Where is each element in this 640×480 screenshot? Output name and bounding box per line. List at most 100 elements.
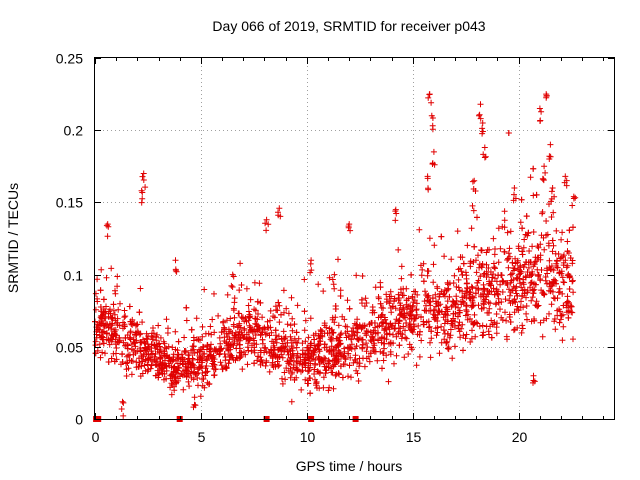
data-point <box>291 335 298 342</box>
data-point <box>346 362 353 369</box>
data-point <box>134 328 141 335</box>
data-point <box>121 323 128 330</box>
data-point <box>122 313 129 320</box>
data-point <box>537 118 543 124</box>
data-point <box>275 346 281 353</box>
data-point <box>476 111 483 118</box>
data-point <box>181 334 188 341</box>
data-point <box>474 214 480 221</box>
data-point <box>481 154 488 161</box>
data-point <box>291 376 298 383</box>
data-point <box>353 367 360 374</box>
data-point <box>467 263 474 270</box>
data-point <box>507 271 514 278</box>
data-point <box>218 329 225 336</box>
data-point <box>481 286 488 293</box>
data-point <box>344 297 351 304</box>
data-point <box>289 369 296 376</box>
data-point <box>501 217 508 224</box>
data-point <box>109 320 116 327</box>
data-point <box>238 282 245 288</box>
data-point <box>106 341 113 348</box>
data-point <box>225 360 232 367</box>
data-point <box>531 286 538 293</box>
data-point <box>397 330 404 337</box>
data-point <box>563 299 570 306</box>
data-point <box>542 169 549 176</box>
data-point <box>175 338 182 345</box>
data-point <box>416 226 423 233</box>
data-point <box>560 262 567 269</box>
data-point <box>426 298 433 305</box>
data-point <box>253 341 260 348</box>
data-point <box>272 336 279 343</box>
data-point <box>393 352 400 359</box>
data-point <box>391 295 398 302</box>
data-point <box>491 291 498 298</box>
data-point <box>517 280 523 287</box>
data-point <box>182 367 189 374</box>
data-point <box>558 312 565 319</box>
x-tick-label: 20 <box>512 429 528 445</box>
data-point <box>451 272 458 279</box>
data-point <box>108 355 115 362</box>
data-point <box>374 357 381 364</box>
data-point <box>204 342 211 349</box>
data-point <box>529 271 536 277</box>
data-point <box>123 373 130 379</box>
data-point <box>425 324 432 331</box>
data-point <box>291 321 298 328</box>
data-point <box>143 330 150 337</box>
data-point <box>469 202 476 209</box>
data-point <box>287 374 294 381</box>
data-point <box>418 337 425 344</box>
data-point <box>523 213 530 220</box>
data-point <box>477 115 484 122</box>
data-point <box>534 303 541 310</box>
data-point <box>305 334 312 341</box>
data-point <box>272 327 279 334</box>
data-point <box>257 347 264 354</box>
data-point <box>173 367 180 374</box>
data-point <box>483 274 490 280</box>
data-point <box>426 235 433 242</box>
data-point <box>569 277 576 284</box>
data-point <box>505 130 512 136</box>
data-point <box>561 179 568 186</box>
data-point <box>211 290 217 297</box>
data-point <box>566 227 573 234</box>
data-point <box>301 327 308 334</box>
data-point <box>383 320 390 327</box>
data-point <box>247 296 254 303</box>
data-point <box>276 319 283 326</box>
data-point <box>236 320 243 327</box>
data-point <box>386 300 393 307</box>
data-point <box>285 360 292 367</box>
data-point <box>355 336 362 343</box>
data-point <box>171 363 178 370</box>
data-point <box>253 323 260 330</box>
data-point <box>301 356 308 363</box>
data-point <box>163 375 170 382</box>
data-point <box>203 369 210 376</box>
data-point <box>275 363 282 370</box>
data-point <box>444 318 451 325</box>
data-point <box>448 256 455 263</box>
data-point <box>328 351 335 358</box>
data-point <box>436 350 443 357</box>
data-point <box>528 318 535 325</box>
data-point <box>507 228 514 235</box>
data-point <box>530 192 537 199</box>
data-point <box>406 341 413 348</box>
data-point <box>449 355 456 362</box>
x-tick-label: 10 <box>300 429 316 445</box>
data-point <box>102 350 108 357</box>
data-point <box>188 326 195 333</box>
data-point <box>325 360 331 367</box>
data-point <box>103 274 110 281</box>
data-point <box>432 325 439 332</box>
data-point <box>471 311 478 318</box>
data-point <box>494 290 501 297</box>
data-point <box>97 321 103 328</box>
data-point <box>429 295 436 302</box>
